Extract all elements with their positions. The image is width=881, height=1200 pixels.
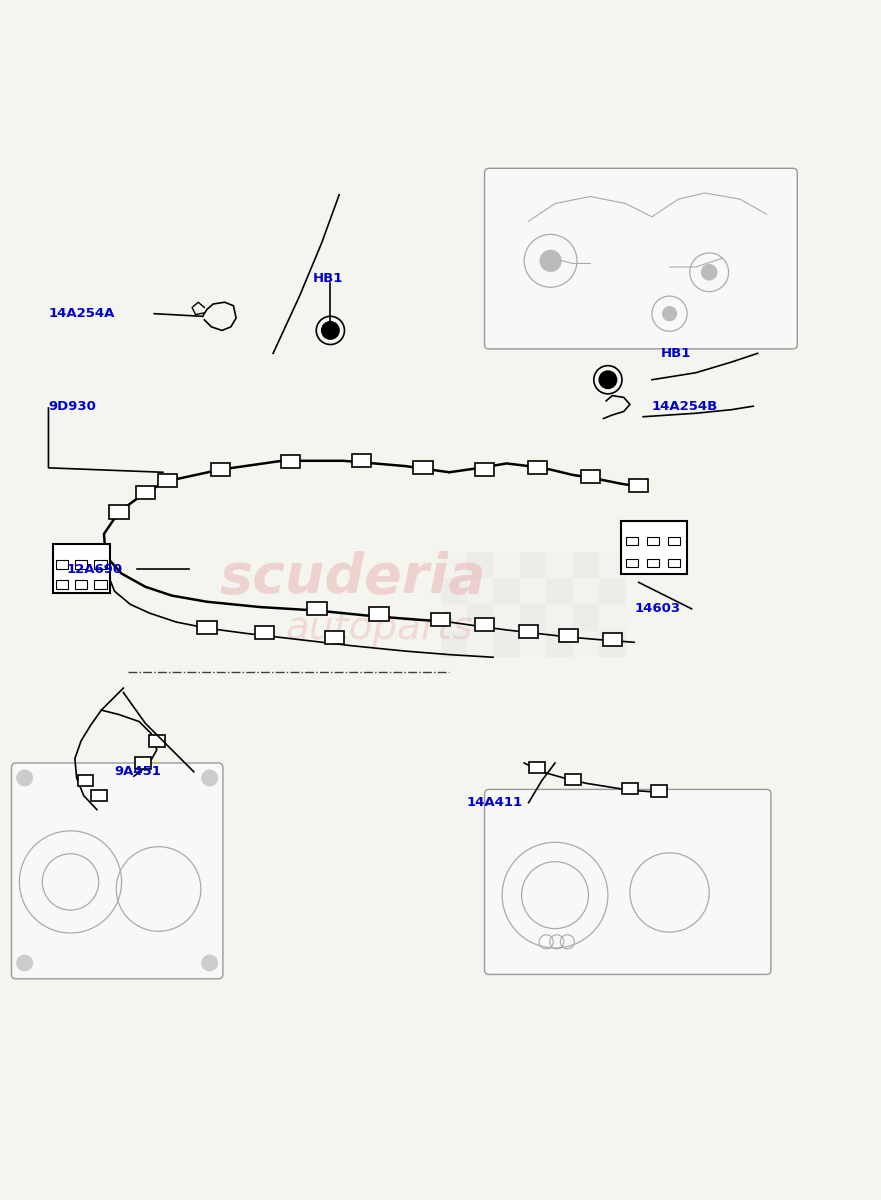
Circle shape [17, 770, 33, 786]
Circle shape [202, 955, 218, 971]
Text: HB1: HB1 [313, 272, 343, 284]
Bar [529, 762, 545, 773]
Bar [431, 613, 450, 626]
Bar [520, 631, 546, 658]
Circle shape [540, 251, 561, 271]
Bar [546, 605, 573, 631]
Bar [440, 578, 467, 605]
Bar [307, 602, 327, 616]
Bar [520, 552, 546, 578]
Bar [546, 578, 573, 605]
Bar [56, 580, 68, 588]
Bar [149, 736, 165, 746]
Text: 14A254B: 14A254B [652, 400, 718, 413]
Bar [546, 631, 573, 658]
Circle shape [663, 307, 677, 320]
Circle shape [701, 264, 717, 280]
Bar [603, 634, 622, 647]
Bar [475, 463, 494, 476]
Text: scuderia: scuderia [219, 551, 485, 605]
Bar [440, 631, 467, 658]
Bar [94, 560, 107, 569]
FancyBboxPatch shape [485, 790, 771, 974]
Bar [573, 578, 599, 605]
Bar [573, 605, 599, 631]
Bar [629, 479, 648, 492]
Bar [573, 631, 599, 658]
Bar [651, 786, 667, 797]
Bar [467, 631, 493, 658]
Circle shape [202, 770, 218, 786]
Text: 12A690: 12A690 [66, 563, 122, 576]
Bar [281, 455, 300, 468]
Bar [626, 536, 638, 545]
Bar [91, 790, 107, 802]
Text: 9A451: 9A451 [115, 766, 161, 779]
Circle shape [17, 955, 33, 971]
Bar [647, 558, 659, 568]
Bar [493, 578, 520, 605]
Bar [599, 605, 626, 631]
Text: 14603: 14603 [634, 602, 680, 616]
Bar [647, 536, 659, 545]
Bar [493, 631, 520, 658]
FancyBboxPatch shape [11, 763, 223, 979]
Bar [546, 552, 573, 578]
Bar [78, 775, 93, 786]
Bar [581, 470, 600, 484]
Bar [94, 580, 107, 588]
Bar [520, 605, 546, 631]
Bar [440, 552, 467, 578]
Bar [565, 774, 581, 786]
Bar [475, 618, 494, 631]
Bar [369, 607, 389, 620]
Bar [559, 629, 578, 642]
Bar [158, 474, 177, 487]
Bar [668, 536, 680, 545]
Bar [53, 545, 110, 593]
Bar [255, 626, 274, 640]
Bar [599, 552, 626, 578]
Bar [440, 605, 467, 631]
Text: 9D930: 9D930 [48, 400, 96, 413]
Bar [467, 552, 493, 578]
Circle shape [599, 371, 617, 389]
Bar [622, 782, 638, 794]
Bar [75, 560, 87, 569]
Bar [467, 605, 493, 631]
Text: 14A411: 14A411 [467, 796, 523, 809]
Bar [493, 552, 520, 578]
Bar [136, 486, 155, 499]
Bar [109, 505, 129, 518]
Bar [197, 620, 217, 634]
Bar [668, 558, 680, 568]
Bar [520, 578, 546, 605]
Bar [599, 578, 626, 605]
Bar [599, 631, 626, 658]
Bar [75, 580, 87, 588]
Bar [211, 463, 230, 476]
Bar [352, 454, 371, 468]
Circle shape [322, 322, 339, 340]
Bar [519, 625, 538, 638]
Bar [573, 552, 599, 578]
Text: autoparts: autoparts [285, 610, 472, 647]
Text: 14A254A: 14A254A [48, 307, 115, 320]
Text: HB1: HB1 [661, 347, 691, 360]
Bar [621, 521, 687, 574]
Bar [467, 578, 493, 605]
Bar [56, 560, 68, 569]
Bar [528, 461, 547, 474]
FancyBboxPatch shape [485, 168, 797, 349]
Bar [135, 757, 151, 769]
Bar [325, 631, 344, 644]
Bar [413, 461, 433, 474]
Bar [626, 558, 638, 568]
Bar [493, 605, 520, 631]
